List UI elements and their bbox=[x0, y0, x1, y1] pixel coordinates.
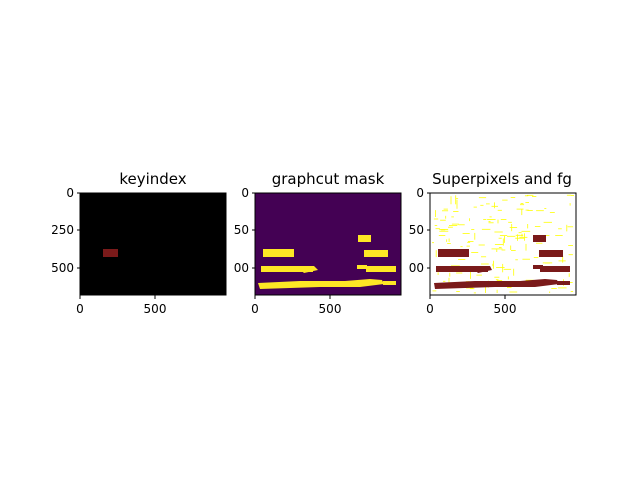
key-region bbox=[103, 249, 118, 257]
ytick-label: 00 bbox=[409, 261, 424, 275]
panel-title: graphcut mask bbox=[272, 170, 385, 188]
panel-graphcut-mask: graphcut mask 0 50 00 0 500 bbox=[234, 170, 402, 316]
xtick-label: 0 bbox=[251, 302, 259, 316]
xtick-label: 0 bbox=[426, 302, 434, 316]
image-area bbox=[80, 193, 226, 295]
mask-regions bbox=[258, 235, 396, 289]
ytick-label: 0 bbox=[66, 186, 74, 200]
ytick-label: 50 bbox=[409, 223, 424, 237]
xtick-label: 500 bbox=[144, 302, 167, 316]
panel-title: keyindex bbox=[119, 170, 186, 188]
xtick-label: 0 bbox=[76, 302, 84, 316]
ytick-label: 0 bbox=[416, 186, 424, 200]
ytick-label: 250 bbox=[51, 223, 74, 237]
ytick-label: 00 bbox=[234, 261, 249, 275]
foreground-regions bbox=[434, 235, 570, 289]
xtick-label: 500 bbox=[494, 302, 517, 316]
ytick-label: 500 bbox=[51, 261, 74, 275]
ytick-label: 0 bbox=[241, 186, 249, 200]
panel-superpixels-and-fg: Superpixels and fg 0 50 00 0 500 bbox=[409, 170, 577, 316]
axes-frame bbox=[79, 192, 227, 296]
axes-frame bbox=[254, 192, 402, 296]
panel-keyindex: keyindex 0 250 500 0 500 bbox=[51, 170, 227, 316]
xtick-label: 500 bbox=[319, 302, 342, 316]
panel-title: Superpixels and fg bbox=[432, 170, 572, 188]
axes-frame bbox=[429, 192, 577, 296]
image-area bbox=[255, 193, 401, 295]
ytick-label: 50 bbox=[234, 223, 249, 237]
